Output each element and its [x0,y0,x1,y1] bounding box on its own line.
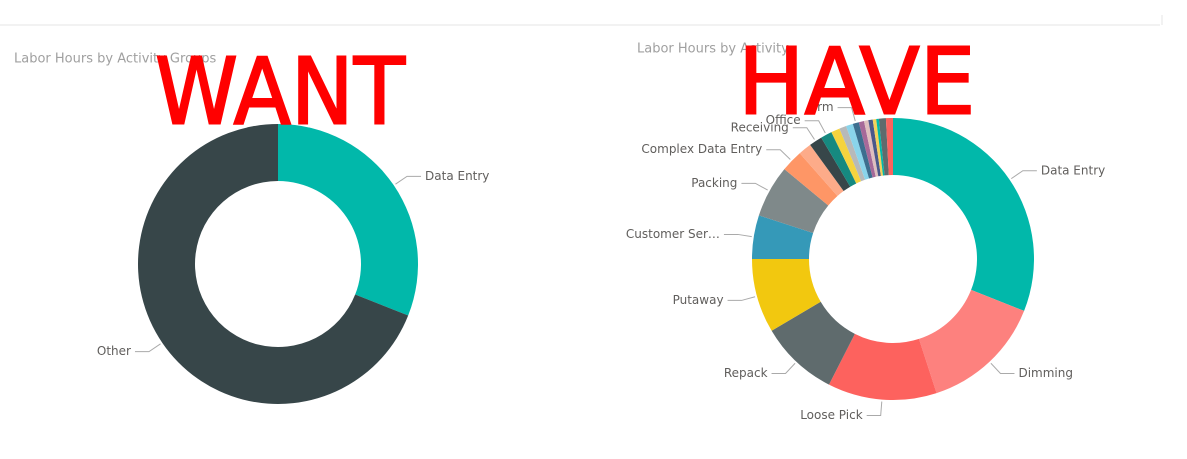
slice-label: Loose Pick [800,408,863,422]
handwritten-annotation: HAVE [738,28,976,135]
slice [852,122,873,179]
slice [799,144,844,196]
slice [858,121,876,178]
slice [752,259,821,331]
leader-line [134,343,161,353]
leader-line [727,296,756,301]
slice [885,118,893,176]
leader-line [771,362,796,374]
slice-label: Data Entry [1041,163,1105,177]
slice-label: Crm [809,100,834,114]
chart-title: Labor Hours by Activity [637,42,789,57]
chart-title: Labor Hours by Activity Groups [14,52,217,67]
slice-label: Putaway [673,293,724,307]
slice [810,137,851,192]
handwritten-annotation: WANT [155,38,406,145]
slice [878,118,889,176]
leader-line [766,149,791,160]
slice [137,124,409,404]
leader-line [792,127,815,140]
leader-line [1010,170,1037,180]
leader-line [866,401,883,417]
slice [872,119,883,176]
slice [771,301,855,385]
leader-line [741,182,768,191]
slice [876,118,885,176]
slice [758,169,829,234]
slice-label: Packing [691,176,737,190]
slice-label: Customer Ser… [626,227,720,241]
slice [868,119,881,177]
slice [828,333,937,400]
leader-line [723,233,752,238]
slice-label: Office [766,113,801,127]
slice [784,153,838,206]
slice-label: Data Entry [425,169,489,183]
slice-label: Repack [724,366,768,380]
slice-label: Complex Data Entry [641,142,762,156]
slice-label: Dimming [1018,366,1073,380]
slice [821,132,857,187]
slice-label: Other [97,344,131,358]
leader-line [395,175,422,185]
slice [846,123,870,180]
slice [831,128,862,184]
leader-line [837,107,856,122]
slice [893,118,1035,311]
slice [278,124,418,316]
slice [839,126,866,182]
slice [863,120,879,177]
leader-line [990,362,1015,374]
slice [918,289,1025,394]
leader-line [804,120,826,134]
slice [752,215,814,259]
slice-label: Receiving [731,120,789,134]
